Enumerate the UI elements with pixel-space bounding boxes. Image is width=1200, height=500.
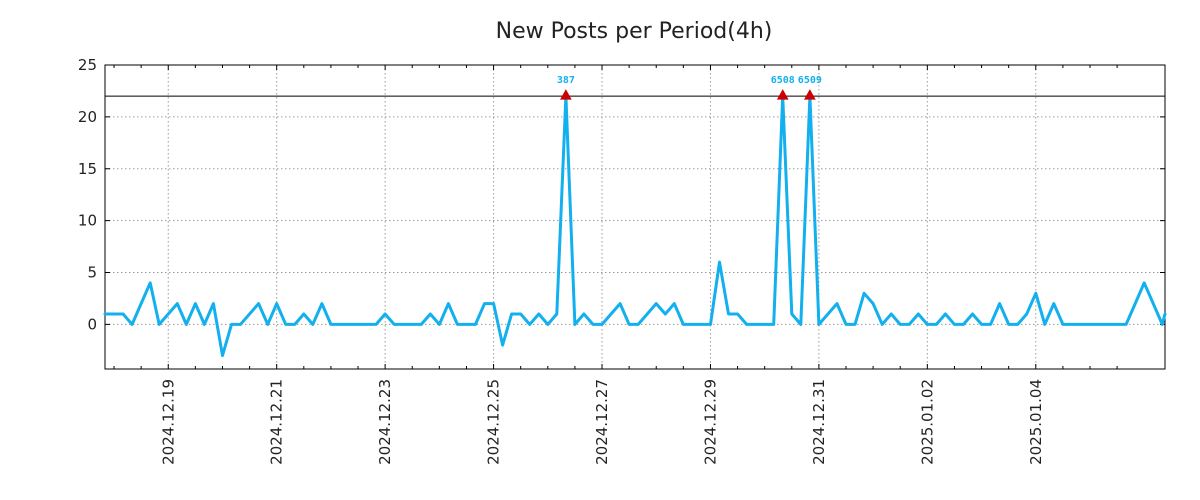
x-tick-label: 2025.01.04 [1027, 379, 1045, 465]
y-tick-label: 15 [78, 160, 97, 178]
y-tick-label: 10 [78, 212, 97, 230]
peak-label: 387 [557, 75, 575, 86]
x-tick-label: 2024.12.25 [485, 379, 503, 465]
axis-ticks: 0 5 10 15 20 25 2024.12.19 2024.12.21 2024.12.23… [78, 56, 1165, 465]
x-tick-label: 2024.12.27 [593, 379, 611, 465]
x-tick-label: 2024.12.19 [159, 379, 177, 465]
x-tick-label: 2024.12.21 [268, 379, 286, 465]
annotations-group: 387 6508 6509 [557, 75, 822, 100]
x-tick-label: 2024.12.23 [376, 379, 394, 465]
peak-label: 6509 [798, 75, 822, 86]
y-tick-label: 5 [87, 264, 97, 282]
series-line [103, 94, 1167, 357]
plot-area-frame [104, 64, 1166, 370]
chart-title: New Posts per Period(4h) [496, 19, 773, 44]
x-tick-label: 2024.12.29 [701, 379, 719, 465]
peak-marker [804, 89, 816, 100]
y-tick-label: 20 [78, 108, 97, 126]
y-tick-label: 25 [78, 56, 97, 74]
x-tick-label: 2024.12.31 [810, 379, 828, 465]
y-tick-label: 0 [87, 315, 97, 333]
peak-marker [776, 89, 789, 100]
peak-label: 6508 [771, 75, 795, 86]
peak-marker [560, 89, 572, 100]
series-group [103, 94, 1167, 357]
x-tick-label: 2025.01.02 [918, 379, 936, 465]
